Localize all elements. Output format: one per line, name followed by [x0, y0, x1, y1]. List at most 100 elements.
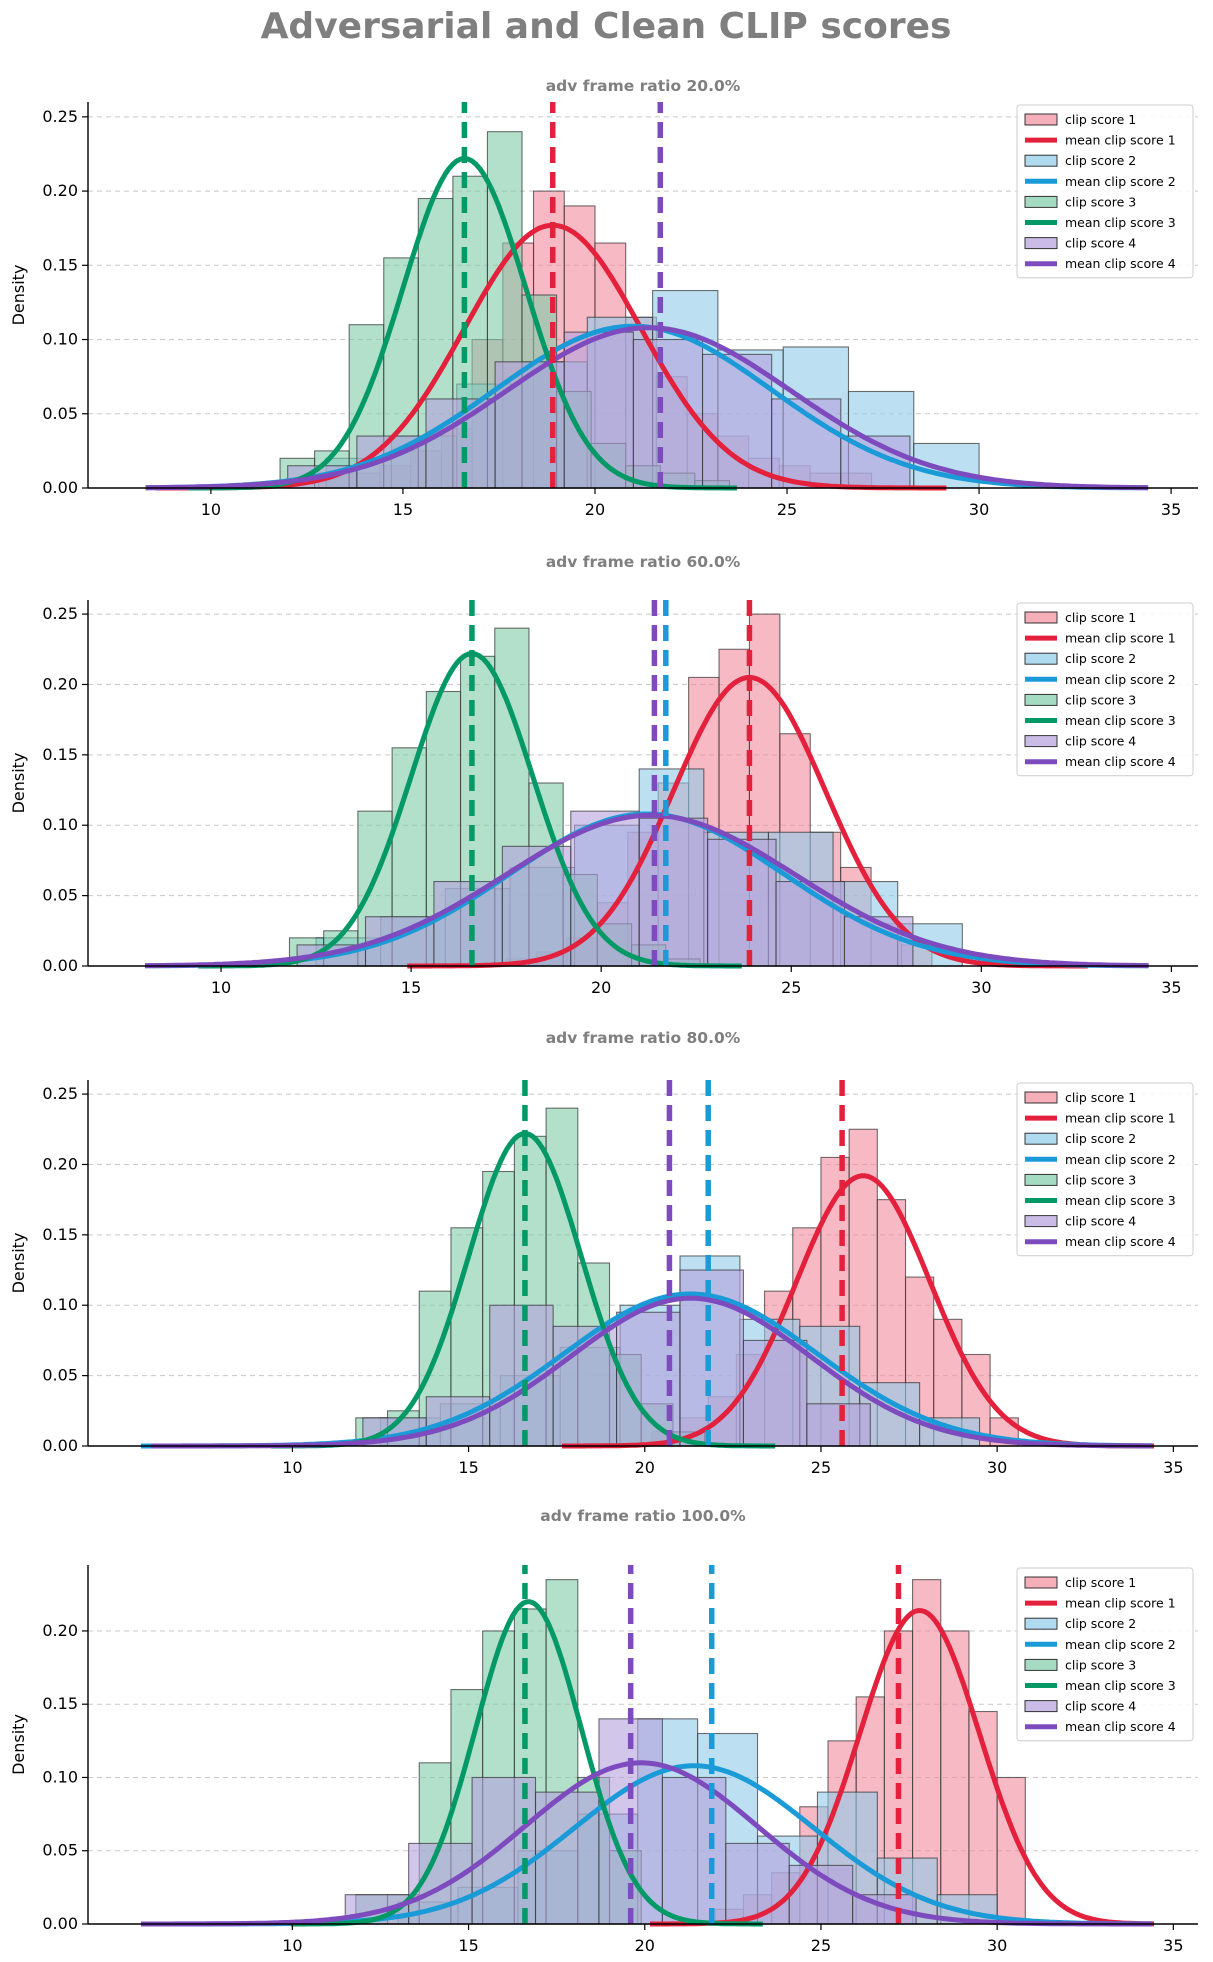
- chart-panel-2: adv frame ratio 60.0% 0.00 0.05 0.10 0.15 0.2…: [9, 553, 1198, 997]
- legend-label: mean clip score 4: [1065, 1719, 1176, 1734]
- legend-label: mean clip score 4: [1065, 256, 1176, 271]
- legend-label: mean clip score 2: [1065, 1152, 1176, 1167]
- legend-label: clip score 3: [1065, 692, 1136, 707]
- y-tick-label: 0.05: [42, 404, 78, 423]
- y-axis-label: Density: [9, 1714, 28, 1775]
- x-tick-label: 25: [811, 1458, 831, 1477]
- x-tick-label: 35: [1163, 1936, 1183, 1955]
- legend-box: [1016, 602, 1194, 777]
- y-tick-label: 0.05: [42, 1841, 78, 1860]
- y-tick-label: 0.00: [42, 956, 78, 975]
- legend-label: mean clip score 2: [1065, 1637, 1176, 1652]
- legend-label: mean clip score 1: [1065, 631, 1176, 646]
- legend-swatch-hist: [1024, 195, 1058, 208]
- y-tick-label: 0.05: [42, 886, 78, 905]
- legend-label: mean clip score 3: [1065, 1193, 1176, 1208]
- x-tick-label: 15: [401, 978, 421, 997]
- x-tick-label: 30: [971, 978, 991, 997]
- legend-swatch-hist: [1024, 113, 1058, 126]
- legend-label: mean clip score 1: [1065, 133, 1176, 148]
- legend-label: clip score 2: [1065, 1616, 1136, 1631]
- x-tick-label: 25: [781, 978, 801, 997]
- legend-label: clip score 4: [1065, 1699, 1136, 1714]
- legend-label: clip score 1: [1065, 610, 1136, 625]
- histogram-bar: [806, 1403, 871, 1447]
- legend-label: clip score 3: [1065, 1657, 1136, 1672]
- y-tick-label: 0.15: [42, 1694, 78, 1713]
- histogram-bar: [471, 1776, 537, 1925]
- chart-panel-3: adv frame ratio 80.0% 0.00 0.05 0.10 0.15 0.2…: [9, 1029, 1198, 1477]
- x-tick-label: 20: [635, 1936, 655, 1955]
- legend-label: clip score 3: [1065, 194, 1136, 209]
- legend-label: mean clip score 3: [1065, 1678, 1176, 1693]
- histogram-bar: [433, 880, 503, 967]
- kde-curve-4: [140, 1760, 1153, 1927]
- histogram-bar: [501, 845, 572, 967]
- legend-label: clip score 4: [1065, 1214, 1136, 1229]
- legend-swatch-hist: [1024, 1091, 1058, 1104]
- kde-curve-4: [144, 812, 1149, 969]
- kde-curve-3: [290, 1599, 763, 1927]
- x-tick-label: 15: [393, 500, 413, 519]
- x-tick-label: 15: [458, 1936, 478, 1955]
- legend-swatch-hist: [1024, 1132, 1058, 1145]
- y-tick-label: 0.00: [42, 1436, 78, 1455]
- legend-swatch-hist: [1024, 1658, 1058, 1671]
- legend: clip score 1 mean clip score 1 clip score …: [1016, 1567, 1194, 1742]
- histogram-bar: [563, 331, 634, 489]
- legend-swatch-hist: [1024, 1617, 1058, 1630]
- legend-swatch-hist: [1024, 611, 1058, 624]
- y-tick-label: 0.25: [42, 604, 78, 623]
- y-tick-label: 0.10: [42, 1295, 78, 1314]
- legend-label: clip score 2: [1065, 651, 1136, 666]
- x-tick-label: 10: [201, 500, 221, 519]
- legend-label: clip score 3: [1065, 1172, 1136, 1187]
- histogram-bar: [742, 1339, 808, 1447]
- y-tick-label: 0.15: [42, 745, 78, 764]
- x-tick-label: 35: [1163, 1458, 1183, 1477]
- legend-label: mean clip score 3: [1065, 713, 1176, 728]
- legend-label: clip score 1: [1065, 1575, 1136, 1590]
- x-tick-label: 25: [811, 1936, 831, 1955]
- y-tick-label: 0.20: [42, 1621, 78, 1640]
- legend-label: clip score 4: [1065, 734, 1136, 749]
- subplot-title: adv frame ratio 100.0%: [540, 1507, 746, 1525]
- y-tick-label: 0.10: [42, 815, 78, 834]
- x-tick-label: 20: [585, 500, 605, 519]
- chart-panel-4: adv frame ratio 100.0% 0.00 0.05 0.10 0.15 0.…: [9, 1507, 1198, 1955]
- legend-label: mean clip score 1: [1065, 1596, 1176, 1611]
- y-tick-label: 0.00: [42, 1914, 78, 1933]
- legend-swatch-hist: [1024, 652, 1058, 665]
- histogram-bar: [725, 1842, 790, 1925]
- x-tick-label: 30: [987, 1936, 1007, 1955]
- legend-swatch-hist: [1024, 1576, 1058, 1589]
- x-tick-label: 35: [1161, 500, 1181, 519]
- y-tick-label: 0.25: [42, 1084, 78, 1103]
- legend-swatch-hist: [1024, 1173, 1058, 1186]
- legend-label: mean clip score 2: [1065, 672, 1176, 687]
- y-axis-label: Density: [9, 265, 28, 326]
- x-tick-label: 15: [458, 1458, 478, 1477]
- histogram-bar: [701, 353, 773, 489]
- x-tick-label: 20: [635, 1458, 655, 1477]
- x-tick-label: 10: [282, 1458, 302, 1477]
- figure-title: Adversarial and Clean CLIP scores: [261, 6, 952, 47]
- legend-label: clip score 1: [1065, 1090, 1136, 1105]
- legend-swatch-hist: [1024, 1215, 1058, 1228]
- y-tick-label: 0.10: [42, 330, 78, 349]
- x-tick-label: 10: [282, 1936, 302, 1955]
- y-axis-label: Density: [9, 1233, 28, 1294]
- legend-box: [1016, 1567, 1194, 1742]
- x-tick-label: 25: [777, 500, 797, 519]
- subplot-title: adv frame ratio 20.0%: [546, 77, 741, 95]
- legend-label: clip score 1: [1065, 112, 1136, 127]
- legend-label: clip score 2: [1065, 1131, 1136, 1146]
- x-tick-label: 35: [1161, 978, 1181, 997]
- y-tick-label: 0.25: [42, 107, 78, 126]
- legend-label: mean clip score 3: [1065, 215, 1176, 230]
- x-tick-label: 30: [969, 500, 989, 519]
- y-tick-label: 0.20: [42, 1154, 78, 1173]
- histogram-bar: [940, 1630, 970, 1925]
- legend-label: clip score 2: [1065, 153, 1136, 168]
- legend-box: [1016, 104, 1194, 279]
